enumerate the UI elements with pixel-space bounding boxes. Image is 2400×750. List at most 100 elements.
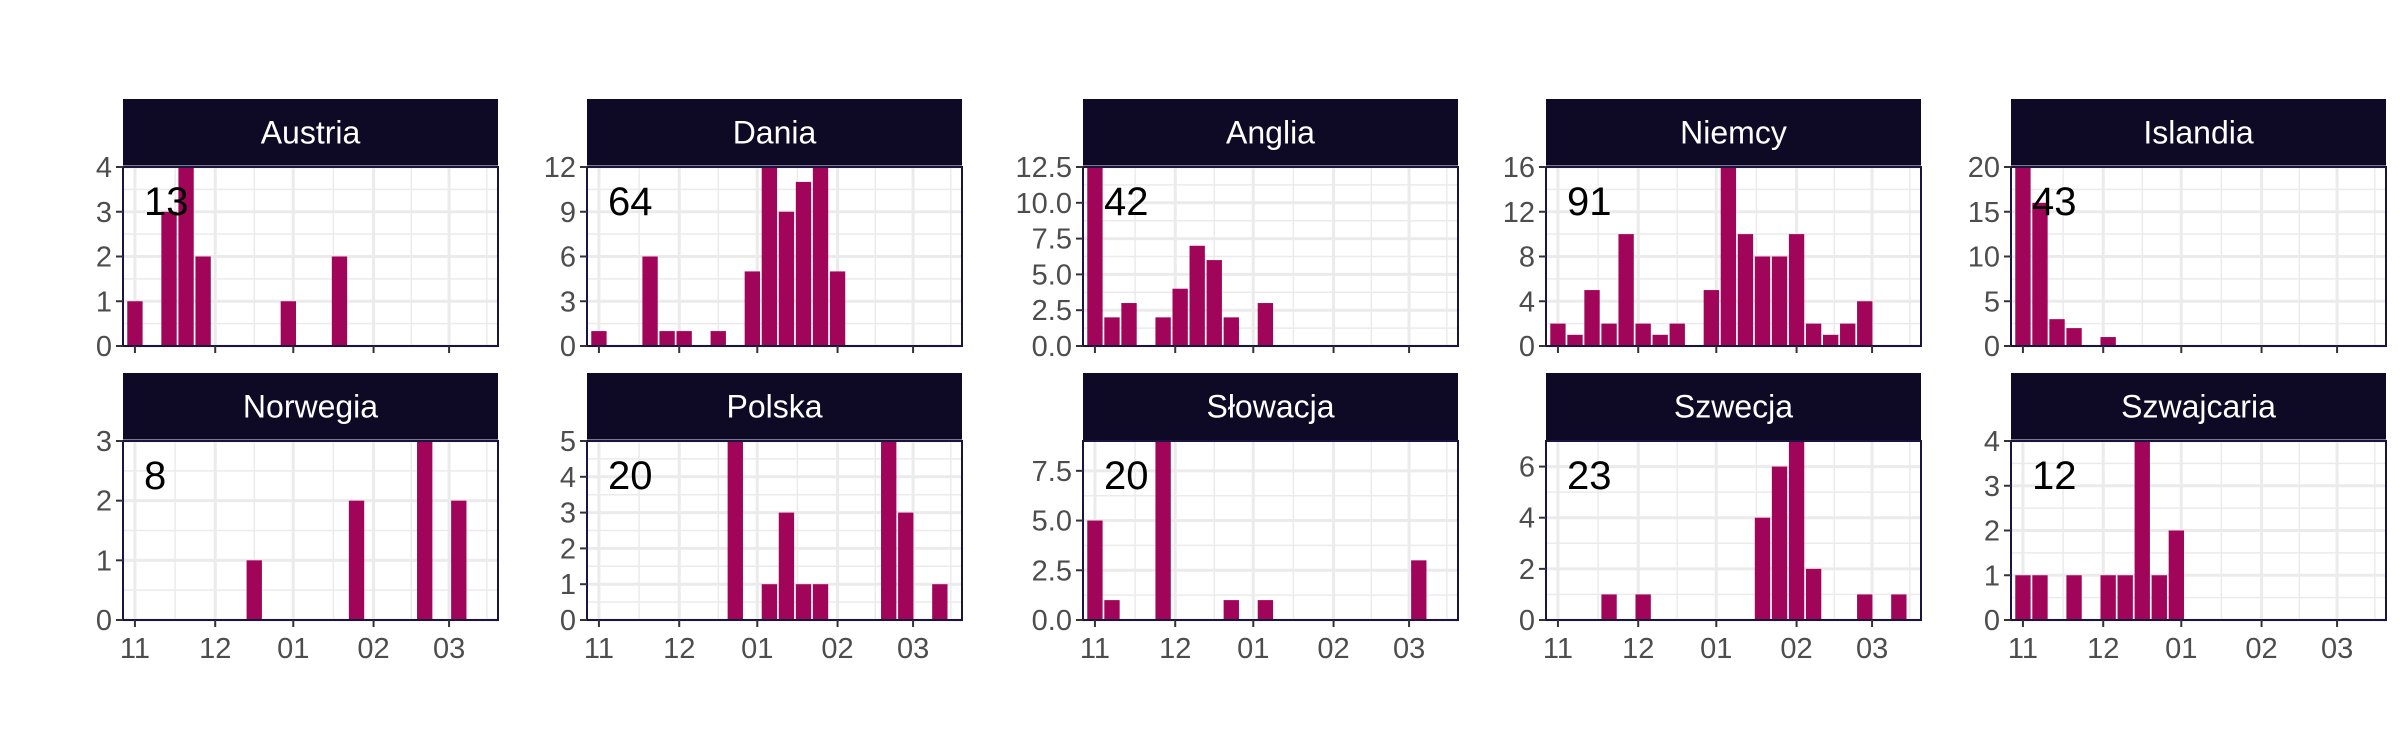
bar (1805, 568, 1822, 620)
bar (1737, 234, 1754, 346)
y-tick-label: 3 (560, 498, 576, 530)
y-tick-label: 4 (96, 152, 112, 184)
y-tick-label: 12.5 (1016, 152, 1072, 184)
bar (1104, 317, 1120, 346)
x-tick-label: 11 (2008, 633, 2038, 665)
bar (1754, 517, 1771, 620)
bar (795, 181, 812, 346)
y-tick-label: 6 (1519, 452, 1535, 484)
strip-label: Szwajcaria (2121, 389, 2276, 425)
y-tick-label: 20 (1968, 152, 2000, 184)
y-tick-label: 1 (1984, 560, 2000, 592)
bar (1550, 323, 1566, 346)
strip-label: Dania (733, 115, 817, 151)
panel-border (1082, 440, 1459, 621)
total-annotation: 12 (2032, 454, 2077, 498)
x-tick-label: 11 (584, 633, 614, 665)
strip-label: Norwegia (243, 389, 378, 425)
x-tick-label: 01 (277, 633, 309, 665)
y-tick-label: 7.5 (1032, 224, 1072, 256)
bar (1601, 323, 1617, 346)
bar (2151, 575, 2167, 620)
y-tick-label: 8 (1519, 242, 1535, 274)
x-tick-label: 11 (120, 633, 150, 665)
bar (1172, 288, 1188, 346)
x-tick-label: 12 (663, 633, 695, 665)
total-annotation: 23 (1567, 454, 1612, 498)
bar (898, 512, 914, 620)
total-annotation: 20 (608, 454, 653, 498)
panel-2: Dania 0 3 6 9 12 64 (544, 99, 963, 363)
y-tick-label: 2.5 (1032, 295, 1072, 327)
bar (795, 584, 812, 620)
y-tick-label: 1 (560, 569, 576, 601)
x-tick-label: 03 (1856, 633, 1888, 665)
x-tick-label: 01 (2165, 633, 2197, 665)
x-tick-label: 02 (2245, 633, 2277, 665)
bar (1121, 303, 1137, 346)
x-tick-label: 01 (1700, 633, 1732, 665)
strip-background (123, 373, 498, 440)
bar (1206, 260, 1222, 346)
y-tick-label: 2 (96, 242, 112, 274)
panel-border (586, 440, 963, 621)
y-tick-label: 0 (560, 605, 576, 637)
y-tick-label: 0 (96, 605, 112, 637)
x-tick-label: 02 (1317, 633, 1349, 665)
bar (1223, 600, 1239, 620)
total-annotation: 43 (2032, 180, 2077, 224)
bar (1788, 441, 1805, 620)
strip-label: Niemcy (1680, 115, 1787, 151)
x-tick-label: 01 (1237, 633, 1269, 665)
bar (761, 167, 778, 346)
bar (1754, 256, 1771, 346)
panel-border (1545, 440, 1922, 621)
bar (1223, 317, 1239, 346)
bar (2032, 575, 2048, 620)
bar (1857, 301, 1873, 346)
y-tick-label: 4 (1984, 426, 2000, 458)
bar (2100, 337, 2116, 346)
bar (161, 211, 177, 346)
bar (331, 256, 348, 346)
strip-label: Anglia (1226, 115, 1315, 151)
bar (1104, 600, 1120, 620)
y-tick-label: 4 (1519, 503, 1535, 535)
bar (659, 331, 675, 346)
bar (1155, 441, 1171, 620)
bar (246, 560, 262, 620)
x-tick-label: 12 (1159, 633, 1191, 665)
bar (2100, 575, 2116, 620)
bar (1087, 520, 1103, 620)
y-tick-label: 5 (560, 426, 576, 458)
x-tick-label: 02 (357, 633, 389, 665)
y-tick-label: 0 (1984, 331, 2000, 363)
x-tick-label: 11 (1080, 633, 1110, 665)
bar (1805, 323, 1822, 346)
bar (1771, 466, 1788, 620)
bar (1840, 323, 1856, 346)
total-annotation: 20 (1104, 454, 1149, 498)
bar (761, 584, 778, 620)
strip-label: Słowacja (1206, 389, 1334, 425)
bar (1771, 256, 1788, 346)
bar (744, 271, 761, 346)
strip-label: Szwecja (1674, 389, 1793, 425)
y-tick-label: 0 (1519, 331, 1535, 363)
y-tick-label: 0 (1519, 605, 1535, 637)
y-tick-label: 2.5 (1032, 555, 1072, 587)
bar (2015, 167, 2031, 346)
bar (2168, 530, 2185, 620)
bar (1618, 234, 1634, 346)
bar (195, 256, 211, 346)
x-tick-label: 12 (199, 633, 231, 665)
strip-background (587, 99, 962, 166)
bar (2032, 202, 2048, 346)
bar (710, 331, 726, 346)
y-tick-label: 0.0 (1032, 605, 1072, 637)
bar (1822, 334, 1839, 346)
y-tick-label: 0 (96, 331, 112, 363)
y-tick-label: 15 (1968, 197, 2000, 229)
